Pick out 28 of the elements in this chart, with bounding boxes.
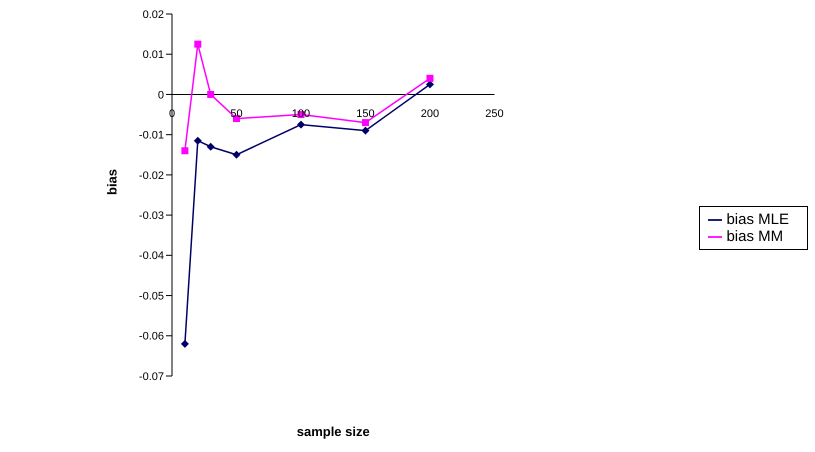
y-tick-label: -0.02	[138, 170, 164, 182]
point	[232, 150, 240, 159]
point	[296, 120, 305, 129]
x-tick-label: 150	[356, 108, 375, 120]
y-tick-label: -0.05	[138, 290, 164, 302]
x-tick-label: 200	[420, 108, 440, 120]
y-tick-label: -0.03	[138, 210, 164, 222]
point	[180, 340, 189, 348]
point	[194, 136, 202, 145]
point	[426, 74, 434, 82]
y-tick-label: -0.01	[138, 130, 164, 142]
point	[181, 147, 188, 154]
y-tick-label: -0.06	[138, 330, 164, 343]
point	[362, 119, 369, 126]
x-axis-title: sample size	[296, 424, 370, 439]
legend-label: bias MM	[726, 228, 784, 245]
y-axis-title: bias	[104, 168, 120, 195]
point	[194, 40, 202, 48]
y-tick-label: -0.04	[138, 250, 164, 262]
y-tick-label: 0	[158, 89, 164, 102]
y-tick-label: -0.07	[138, 370, 164, 383]
point	[207, 90, 214, 98]
x-tick-label: 250	[485, 108, 504, 120]
y-tick-label: 0.01	[142, 49, 164, 62]
point	[361, 126, 370, 135]
point	[206, 142, 215, 151]
y-tick-label: 0.02	[142, 8, 164, 21]
legend-label: bias MLE	[726, 211, 789, 228]
